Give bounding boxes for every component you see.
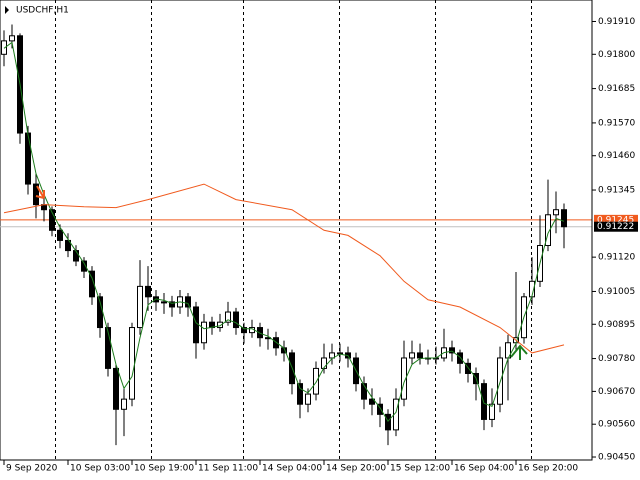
marks [0, 24, 592, 446]
price-label-box [594, 214, 638, 225]
y-tick-label: 0.91910 [598, 17, 635, 27]
x-tick-label: 16 Sep 20:00 [518, 464, 578, 474]
y-tick-label: 0.90670 [598, 387, 635, 397]
candle-body [193, 306, 199, 344]
candle-body [1, 40, 7, 55]
y-tick-label: 0.91800 [598, 50, 635, 60]
y-tick-label: 0.90780 [598, 354, 635, 364]
candle-body [25, 132, 31, 185]
candle-body [409, 352, 415, 359]
x-tick-label: 14 Sep 20:00 [326, 464, 386, 474]
candle-body [417, 352, 423, 359]
candle-body [73, 250, 79, 262]
candle-body [65, 239, 71, 252]
sell-arrow [35, 185, 45, 199]
x-tick-label: 15 Sep 12:00 [390, 464, 450, 474]
y-tick-label: 0.91345 [598, 186, 635, 196]
candle-body [201, 321, 207, 344]
candle-body [561, 209, 567, 228]
candle-body [545, 214, 551, 247]
candle-body [105, 327, 111, 369]
y-tick-label: 0.91570 [598, 118, 635, 128]
candle-body [297, 383, 303, 405]
candle-body [137, 285, 143, 329]
x-tick-label: 10 Sep 19:00 [134, 464, 194, 474]
day-separators [55, 0, 532, 460]
candle-body [489, 403, 495, 420]
y-tick-label: 0.91120 [598, 253, 635, 263]
indicator-line [3, 41, 565, 423]
y-tick-label: 0.90895 [598, 320, 635, 330]
candle-body [161, 301, 167, 304]
candle-body [369, 398, 375, 405]
candle-body [377, 403, 383, 415]
x-tick-label: 11 Sep 11:00 [198, 464, 258, 474]
candle-body [305, 393, 311, 405]
buy-arrow [510, 344, 528, 360]
x-tick-label: 16 Sep 04:00 [454, 464, 514, 474]
candle-body [185, 296, 191, 308]
chart-title: USDCHF,H1 [16, 6, 69, 16]
y-tick-label: 0.90560 [598, 420, 635, 430]
candle-body [465, 362, 471, 374]
y-tick-label: 0.91005 [598, 287, 635, 297]
x-tick-label: 10 Sep 03:00 [70, 464, 130, 474]
candle-body [553, 209, 559, 216]
y-tick-label: 0.91685 [598, 84, 635, 94]
candle-body [121, 398, 127, 410]
candle-body [257, 327, 263, 339]
candle-body [241, 327, 247, 334]
candle-body [401, 357, 407, 400]
plot-frame [0, 0, 593, 461]
candle-body [457, 352, 463, 364]
candle-body [313, 367, 319, 395]
candle-body [329, 352, 335, 359]
candle-body [81, 260, 87, 272]
candle-body [49, 209, 55, 231]
candle-body [169, 301, 175, 308]
y-tick-label: 0.90450 [598, 453, 635, 463]
candle-body [225, 311, 231, 323]
candle-body [481, 383, 487, 420]
indicator-line [3, 183, 565, 354]
candle-body [449, 347, 455, 354]
price-label: 0.91245 [597, 215, 634, 225]
candle-body [217, 321, 223, 329]
price-label-box [594, 221, 638, 232]
candle-body [385, 413, 391, 431]
y-tick-label: 0.91460 [598, 151, 635, 161]
candle-body [233, 311, 239, 329]
candle-body [361, 383, 367, 400]
x-tick-label: 9 Sep 2020 [6, 464, 58, 474]
candle-body [33, 183, 39, 206]
candle-body [9, 35, 15, 42]
candle-body [113, 367, 119, 410]
symbol-icon [5, 6, 9, 14]
candle-body [57, 229, 63, 241]
price-label: 0.91222 [597, 222, 634, 232]
candle-body [145, 285, 151, 298]
candle-body [129, 327, 135, 400]
x-tick-label: 14 Sep 04:00 [262, 464, 322, 474]
